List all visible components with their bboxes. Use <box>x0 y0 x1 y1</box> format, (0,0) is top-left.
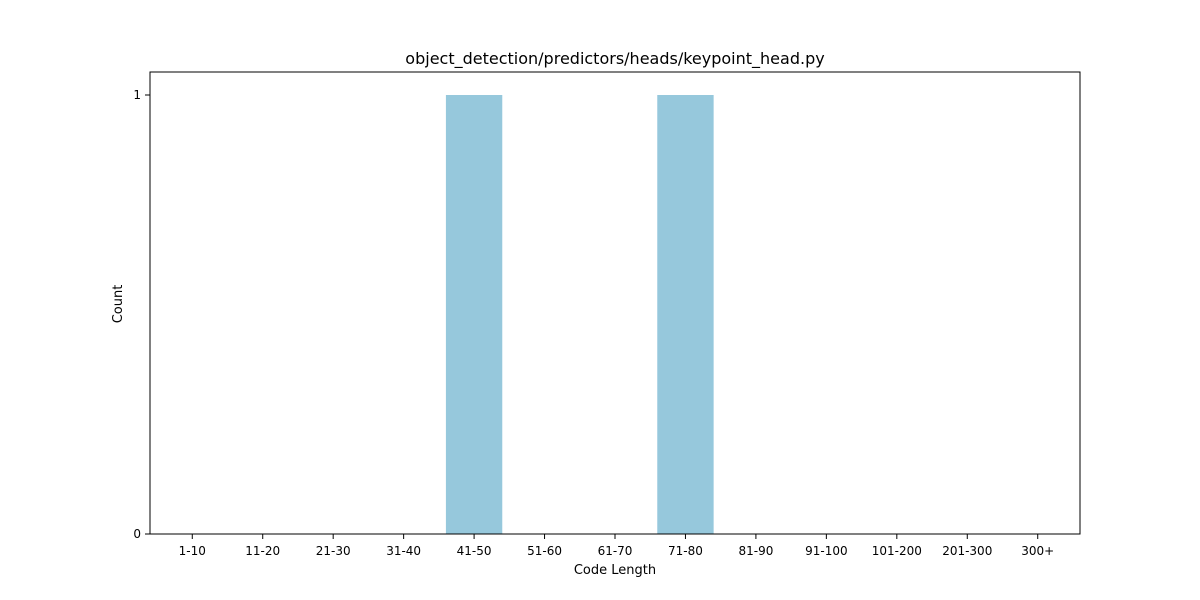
chart-title: object_detection/predictors/heads/keypoi… <box>405 49 824 69</box>
x-tick-label-21-30: 21-30 <box>316 544 351 558</box>
plot-area: 1-10 11-20 21-30 31-40 41-50 51-60 61-70 71-80 8… <box>133 71 1081 558</box>
x-tick-label-51-60: 51-60 <box>527 544 562 558</box>
bar-71-80 <box>657 95 714 534</box>
y-tick-label-0: 0 <box>133 527 141 541</box>
x-axis-label: Code Length <box>574 563 656 578</box>
x-tick-label-1-10: 1-10 <box>179 544 206 558</box>
x-tick-label-201-300: 201-300 <box>942 544 992 558</box>
x-tick-label-101-200: 101-200 <box>872 544 922 558</box>
y-tick-label-1: 1 <box>133 88 141 102</box>
x-tick-label-81-90: 81-90 <box>738 544 773 558</box>
x-tick-label-300+: 300+ <box>1021 544 1054 558</box>
x-tick-label-61-70: 61-70 <box>598 544 633 558</box>
x-tick-label-41-50: 41-50 <box>457 544 492 558</box>
y-axis-label: Count <box>111 285 126 324</box>
x-tick-label-11-20: 11-20 <box>245 544 280 558</box>
x-tick-label-91-100: 91-100 <box>805 544 848 558</box>
x-tick-label-31-40: 31-40 <box>386 544 421 558</box>
bar-41-50 <box>445 95 503 534</box>
x-tick-label-71-80: 71-80 <box>668 544 703 558</box>
